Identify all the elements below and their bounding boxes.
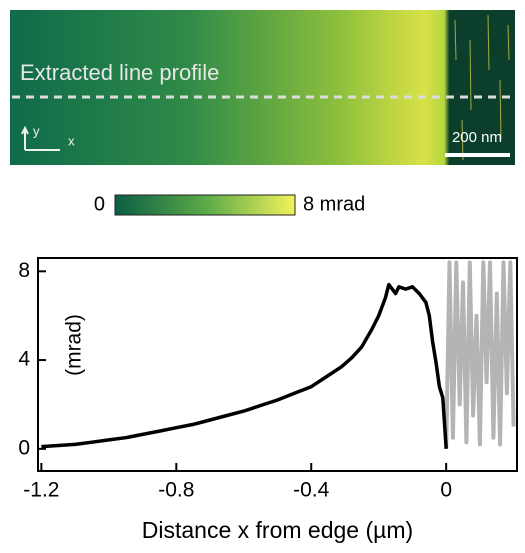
axis-y-label: y — [33, 123, 40, 138]
data-line — [444, 260, 516, 449]
y-axis-label: (mrad) — [63, 314, 86, 376]
x-tick-label: -0.8 — [158, 479, 194, 502]
axis-x-label: x — [68, 133, 75, 148]
x-tick-label: -1.2 — [23, 479, 59, 502]
colorbar — [114, 194, 296, 216]
data-line — [41, 282, 448, 449]
x-axis-label: Distance x from edge (µm) — [142, 517, 413, 543]
x-tick-label: 0 — [440, 479, 452, 502]
plot-frame — [37, 257, 518, 472]
y-tick-label: 4 — [18, 348, 30, 371]
colorbar-label: 0 — [94, 193, 105, 215]
image-label: Extracted line profile — [20, 60, 219, 85]
y-tick-label: 8 — [18, 259, 30, 282]
x-tick-label: -0.4 — [293, 479, 330, 502]
scale-bar-label: 200 nm — [452, 129, 502, 146]
colorbar-label: 8 mrad — [303, 193, 365, 215]
image — [10, 10, 515, 165]
axes-icon — [21, 125, 60, 151]
image-texture — [454, 14, 510, 161]
y-tick-label: 0 — [18, 436, 30, 459]
